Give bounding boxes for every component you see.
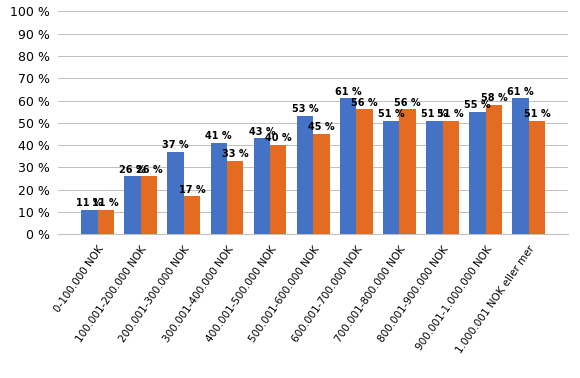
Text: 61 %: 61 % — [335, 87, 361, 96]
Text: 61 %: 61 % — [508, 87, 534, 96]
Text: 45 %: 45 % — [308, 122, 335, 132]
Text: 51 %: 51 % — [437, 109, 464, 119]
Bar — [141, 177, 157, 234]
Bar — [426, 121, 443, 234]
Bar — [297, 116, 313, 234]
Bar — [340, 98, 356, 234]
Text: 11 %: 11 % — [76, 198, 103, 208]
Bar — [400, 110, 416, 234]
Bar — [168, 152, 184, 234]
Bar — [97, 210, 114, 234]
Text: 56 %: 56 % — [394, 98, 421, 108]
Bar — [443, 121, 459, 234]
Bar — [253, 138, 270, 234]
Text: 43 %: 43 % — [249, 127, 275, 137]
Text: 40 %: 40 % — [265, 133, 292, 143]
Bar — [469, 112, 485, 234]
Text: 55 %: 55 % — [464, 100, 491, 110]
Text: 58 %: 58 % — [480, 93, 508, 103]
Text: 17 %: 17 % — [179, 185, 205, 195]
Text: 51 %: 51 % — [524, 109, 550, 119]
Text: 41 %: 41 % — [205, 131, 232, 141]
Bar — [270, 145, 287, 234]
Text: 51 %: 51 % — [378, 109, 405, 119]
Text: 53 %: 53 % — [292, 104, 318, 115]
Bar — [211, 143, 227, 234]
Bar — [81, 210, 97, 234]
Bar — [227, 161, 244, 234]
Text: 26 %: 26 % — [136, 164, 162, 175]
Text: 51 %: 51 % — [421, 109, 448, 119]
Text: 37 %: 37 % — [162, 140, 189, 150]
Bar — [356, 110, 373, 234]
Text: 33 %: 33 % — [222, 149, 248, 159]
Text: 56 %: 56 % — [351, 98, 378, 108]
Bar — [485, 105, 502, 234]
Bar — [512, 98, 529, 234]
Text: 26 %: 26 % — [119, 164, 146, 175]
Bar — [313, 134, 329, 234]
Bar — [124, 177, 141, 234]
Bar — [383, 121, 400, 234]
Bar — [184, 197, 200, 234]
Text: 11 %: 11 % — [92, 198, 119, 208]
Bar — [529, 121, 545, 234]
